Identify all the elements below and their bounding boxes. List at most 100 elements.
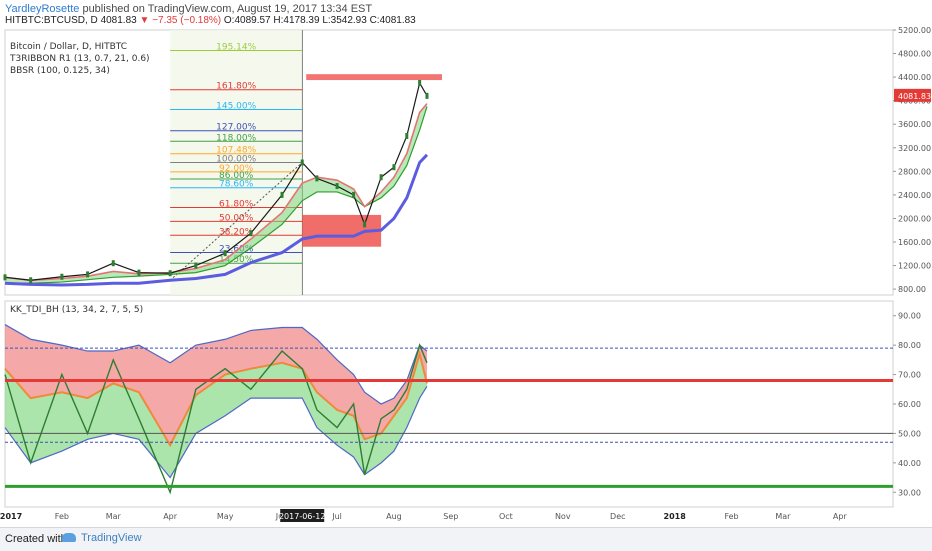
legend-oscillator[interactable]: KK_TDI_BH (13, 34, 2, 7, 5, 5) [10,305,144,315]
fib-level-label: 86.00% [219,171,254,181]
fib-level-label: 127.00% [216,123,256,133]
legend-symbol[interactable]: Bitcoin / Dollar, D, HITBTC [10,42,127,52]
oscillator-signal-line [4,343,428,495]
price-panel [4,29,894,296]
price-candle [418,80,422,86]
chart-svg[interactable]: 195.14% 161.80% 145.00% 127.00%118.00% 107.4… [0,0,932,527]
fib-level-label: 78.60% [219,180,254,190]
fib-level-label: 92.00% [219,164,254,174]
price-candle [3,274,7,281]
price-candle [300,159,304,166]
cloud-icon [62,533,76,542]
publish-line: YardleyRosette published on TradingView.… [5,3,372,15]
price-tick-label: 3600.00 [898,120,931,129]
price-candle [363,221,367,228]
fib-trend-line [169,162,303,281]
price-tick-label: 4400.00 [898,73,931,82]
price-tick-label: 2000.00 [898,214,931,223]
quote-line: HITBTC:BTCUSD, D 4081.83 ▼ −7.35 (−0.18%… [5,15,416,26]
price-candle [425,92,429,99]
ohlc-label: O:4089.57 H:4178.39 L:3542.93 C:4081.83 [223,15,416,26]
price-candle [405,133,409,139]
oscillator-lower-line [4,386,428,479]
time-axis-label: Aug [386,512,402,521]
oscillator-tick-label: 30.00 [898,488,921,497]
price-tick-label: 3200.00 [898,144,931,153]
published-text: published on TradingView.com, August 19,… [79,3,373,15]
created-with-label: Created with [5,533,67,545]
price-candle [168,270,172,277]
time-axis-label: Mar [775,512,791,521]
oscillator-tick-label: 50.00 [898,429,921,438]
price-tick-label: 1600.00 [898,238,931,247]
author-link[interactable]: YardleyRosette [5,3,80,15]
oscillator-upper-line [4,324,428,405]
footer-bar: Created with TradingView [0,527,932,551]
fib-level-label: 107.48% [216,146,256,156]
fib-level-label: 38.20% [219,227,254,237]
time-axis-highlight-label: 2017-06-12 [279,512,326,521]
price-tick-label: 1200.00 [898,262,931,271]
time-axis-label: Feb [55,512,69,521]
ribbon-lower-line [5,106,428,284]
price-tick-label: 4800.00 [898,50,931,59]
oscillator-tick-label: 70.00 [898,371,921,380]
oscillator-lower-band [5,353,427,478]
down-arrow-icon: ▼ [139,15,150,26]
fib-level-label: 195.14% [216,42,256,52]
oscillator-tick-label: 60.00 [898,400,921,409]
price-candle [280,191,284,198]
fib-level-label: 14.50% [219,255,254,265]
time-axis-label: May [217,512,234,521]
price-candle [60,273,64,280]
legend-ribbon[interactable]: T3RIBBON R1 (13, 0.7, 21, 0.6) [10,54,150,64]
last-price-badge [894,88,931,102]
price-candle [249,230,253,237]
oscillator-tick-label: 40.00 [898,459,921,468]
time-axis-highlight [280,509,325,522]
last-price-label: 4081.83 [100,15,137,26]
price-candle [86,271,90,278]
symbol-label[interactable]: HITBTC:BTCUSD, D [5,15,98,26]
time-axis-label: Jul [331,512,342,521]
price-tick-label: 800.00 [898,285,926,294]
time-axis-label: Oct [499,512,513,521]
ribbon-upper-line [4,103,428,282]
oscillator-mid-line [4,350,428,448]
price-candle [111,260,115,267]
price-tick-label: 2400.00 [898,191,931,200]
fib-level-label: 118.00% [216,133,256,143]
chart-header: YardleyRosette published on TradingView.… [0,0,932,28]
resistance-zone [306,74,442,81]
time-axis-label: 2018 [664,512,687,521]
time-axis-label: Dec [610,512,625,521]
price-candle [194,262,198,269]
change-label: −7.35 (−0.18%) [152,15,222,26]
price-candle [392,164,396,171]
time-axis-label: 2017 [0,512,22,521]
time-axis-label: Apr [833,512,848,521]
price-candle [379,174,383,181]
fib-level-label: 100.00% [216,155,256,165]
oscillator-tick-label: 80.00 [898,341,921,350]
oscillator-tick-label: 90.00 [898,312,921,321]
price-candle [29,277,33,284]
price-candle [335,183,339,190]
price-tick-label: 5200.00 [898,26,931,35]
fib-level-label: 161.80% [216,82,256,92]
oscillator-upper-band [5,324,427,446]
price-candle [223,250,227,257]
time-axis-label: Sep [443,512,458,521]
fib-level-label: 23.60% [219,244,254,254]
legend-bbsr[interactable]: BBSR (100, 0.125, 34) [10,66,110,76]
price-candle [137,269,141,276]
time-axis-label: Nov [555,512,571,521]
time-axis-label: Feb [724,512,738,521]
bbsr-line [4,153,429,287]
fib-level-label: 50.00% [219,213,254,223]
tradingview-logo[interactable]: TradingView [62,532,142,544]
price-tick-label: 2800.00 [898,167,931,176]
fib-level-label: 145.00% [216,102,256,112]
price-candle [352,191,356,198]
price-candle [315,175,319,182]
